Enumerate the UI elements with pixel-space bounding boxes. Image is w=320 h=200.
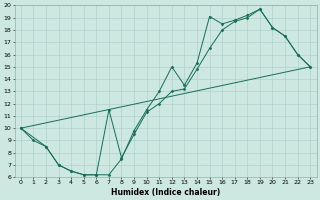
X-axis label: Humidex (Indice chaleur): Humidex (Indice chaleur) [111,188,220,197]
